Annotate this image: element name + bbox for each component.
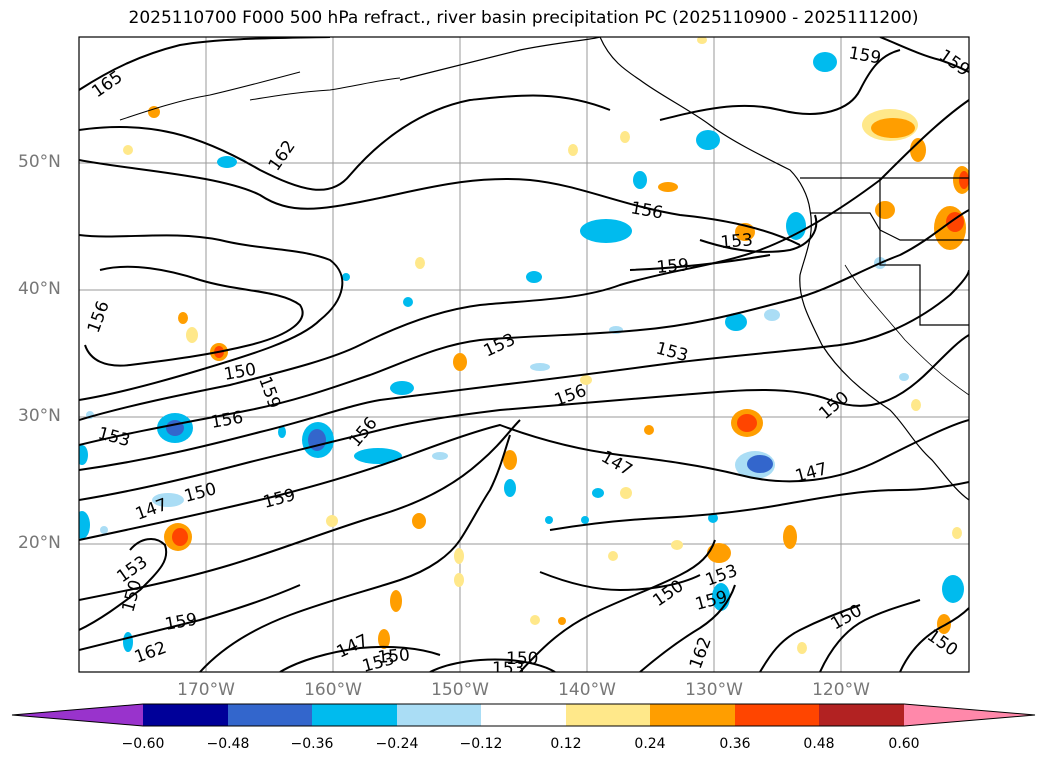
colorbar-segment	[481, 704, 566, 726]
precip-shading	[79, 37, 969, 654]
colorbar-tick: −0.12	[459, 736, 503, 752]
colorbar-segment	[228, 704, 312, 726]
contour-label: 153	[360, 649, 397, 677]
lon-label-160w: 160°W	[304, 680, 362, 700]
colorbar-tick: −0.60	[121, 736, 165, 752]
colorbar-segment	[650, 704, 735, 726]
lat-label-40n: 40°N	[18, 279, 61, 299]
colorbar-tick: 0.24	[634, 736, 666, 752]
colorbar-tick: 0.48	[803, 736, 835, 752]
lon-label-140w: 140°W	[558, 680, 616, 700]
lat-label-30n: 30°N	[18, 406, 61, 426]
colorbar-outline	[11, 703, 1036, 727]
refractivity-contours	[79, 37, 969, 672]
contour-label: 153	[720, 230, 754, 253]
lat-label-50n: 50°N	[18, 152, 61, 172]
colorbar	[11, 703, 1036, 727]
colorbar-segment	[143, 704, 228, 726]
colorbar-extend-min	[12, 704, 143, 726]
lon-label-150w: 150°W	[431, 680, 489, 700]
colorbar-tick: 0.60	[888, 736, 920, 752]
colorbar-segment	[397, 704, 481, 726]
map-title: 2025110700 F000 500 hPa refract., river …	[128, 8, 919, 28]
lon-label-130w: 130°W	[685, 680, 743, 700]
colorbar-segment	[819, 704, 904, 726]
contour-label: 153	[492, 659, 524, 679]
colorbar-segment	[312, 704, 397, 726]
colorbar-tick: −0.36	[290, 736, 334, 752]
colorbar-segment	[735, 704, 819, 726]
colorbar-extend-max	[904, 704, 1035, 726]
plot-frame	[78, 36, 970, 673]
coastlines	[119, 37, 969, 501]
colorbar-segment	[566, 704, 650, 726]
colorbar-tick: −0.48	[206, 736, 250, 752]
colorbar-tick: −0.24	[375, 736, 419, 752]
lon-label-120w: 120°W	[812, 680, 870, 700]
colorbar-tick: 0.36	[719, 736, 751, 752]
colorbar-tick: 0.12	[550, 736, 582, 752]
contour-label: 159	[656, 255, 690, 278]
lon-label-170w: 170°W	[177, 680, 235, 700]
contour-label: 150	[377, 645, 411, 668]
contour-label: 150	[506, 649, 538, 669]
lat-label-20n: 20°N	[18, 533, 61, 553]
